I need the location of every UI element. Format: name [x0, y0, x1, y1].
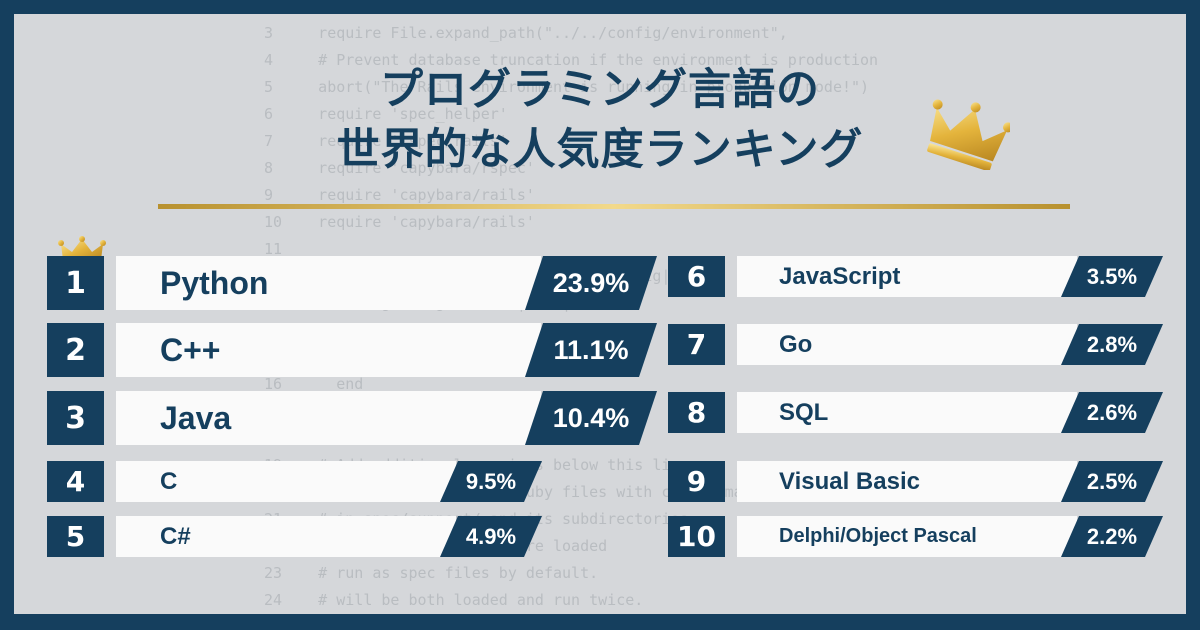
code-line: 4 # Prevent database truncation if the e… [264, 51, 879, 69]
percent-badge: 4.9% [440, 516, 542, 557]
page-title: プログラミング言語の 世界的な人気度ランキング [14, 60, 1186, 180]
percent-badge: 23.9% [525, 256, 657, 310]
code-line: 23 # run as spec files by default. [264, 564, 599, 582]
language-name: Go [737, 324, 1077, 365]
percent-badge: 9.5% [440, 461, 542, 502]
percent-badge: 11.1% [525, 323, 657, 377]
title-line-2: 世界的な人気度ランキング [336, 125, 864, 175]
code-line: 5 abort("The Rails environment is runnin… [264, 78, 870, 96]
rank-number: 5 [47, 516, 104, 557]
code-line: 10 require 'capybara/rails' [264, 213, 535, 231]
title-line-1: プログラミング言語の [380, 65, 820, 115]
language-name: Java [116, 391, 541, 445]
code-line: 7 require 'rspec/rails' [264, 132, 508, 150]
rank-number: 2 [47, 323, 104, 377]
percent-badge: 2.6% [1061, 392, 1163, 433]
language-name: Python [116, 256, 541, 310]
percent-badge: 10.4% [525, 391, 657, 445]
rank-number: 9 [668, 461, 725, 502]
language-name: SQL [737, 392, 1077, 433]
percent-badge: 3.5% [1061, 256, 1163, 297]
percent-badge: 2.5% [1061, 461, 1163, 502]
rank-number: 10 [668, 516, 725, 557]
rank-number: 6 [668, 256, 725, 297]
rank-number: 7 [668, 324, 725, 365]
percent-badge: 2.8% [1061, 324, 1163, 365]
rank-number: 8 [668, 392, 725, 433]
rank-number: 3 [47, 391, 104, 445]
code-line: 11 [264, 240, 283, 258]
title-underline [158, 204, 1070, 209]
code-line: 9 require 'capybara/rails' [264, 186, 535, 204]
crown-icon [927, 99, 1010, 170]
percent-badge: 2.2% [1061, 516, 1163, 557]
language-name: JavaScript [737, 256, 1077, 297]
language-name: C++ [116, 323, 541, 377]
code-line: 8 require 'capybara/rspec' [264, 159, 535, 177]
language-name: C [116, 461, 456, 502]
background-panel: 3 require File.expand_path("../../config… [14, 14, 1186, 614]
language-name: Visual Basic [737, 461, 1077, 502]
language-name: C# [116, 516, 456, 557]
code-line: 6 require 'spec_helper' [264, 105, 508, 123]
code-line: 24 # will be both loaded and run twice. [264, 591, 644, 609]
rank-number: 4 [47, 461, 104, 502]
rank-number: 1 [47, 256, 104, 310]
code-line: 3 require File.expand_path("../../config… [264, 24, 788, 42]
language-name: Delphi/Object Pascal [737, 516, 1077, 557]
code-line: 16 end [264, 375, 364, 393]
